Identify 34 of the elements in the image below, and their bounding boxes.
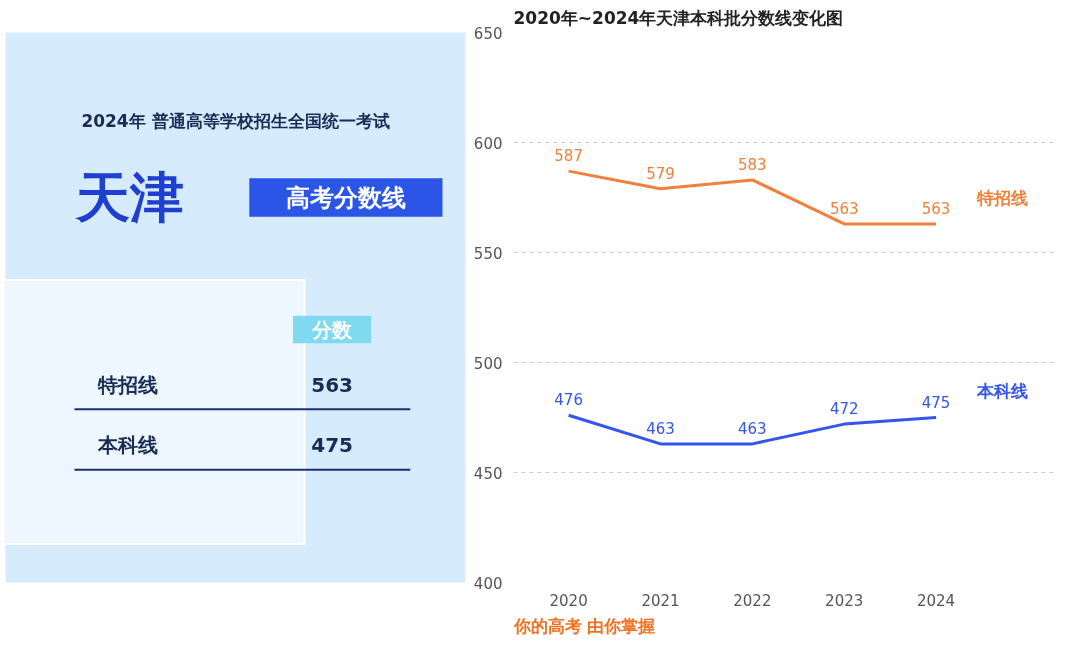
text: 特招线	[976, 187, 1029, 208]
data-label: 563	[829, 199, 859, 218]
x-tick-label: 2020	[549, 591, 588, 610]
data-label: 579	[646, 164, 675, 183]
category-label: 本科线	[96, 433, 158, 457]
y-tick-label: 500	[473, 354, 503, 373]
data-label: 463	[646, 419, 675, 438]
y-tick-label: 550	[473, 244, 503, 263]
text: 你的高考 由你掌握	[512, 615, 656, 636]
y-tick-label: 400	[473, 574, 503, 593]
x-tick-label: 2022	[733, 591, 772, 610]
y-tick-label: 600	[473, 134, 503, 153]
category-label: 特招线	[96, 372, 158, 397]
data-label: 475	[311, 433, 353, 457]
chart-title: 2020年~2024年天津本科批分数线变化图	[513, 7, 844, 28]
text: 2024年 普通高等学校招生全国统一考试	[81, 110, 390, 131]
text: 本科线	[976, 381, 1029, 402]
line-series	[567, 413, 938, 446]
y-tick-label: 650	[473, 24, 503, 43]
data-label: 476	[554, 391, 583, 410]
data-label: 583	[738, 155, 767, 174]
x-tick-label: 2024	[916, 591, 956, 610]
text: 分数	[311, 317, 354, 342]
data-label: 563	[311, 372, 353, 397]
x-tick-label: 2021	[641, 591, 680, 610]
data-label: 463	[738, 419, 767, 438]
data-label: 587	[554, 147, 583, 166]
text: 天津	[73, 166, 184, 229]
text: 高考分数线	[285, 183, 406, 212]
data-label: 472	[829, 400, 859, 419]
data-label: 475	[921, 393, 951, 412]
y-tick-label: 450	[473, 464, 503, 483]
data-label: 563	[921, 199, 951, 218]
x-tick-label: 2023	[825, 591, 864, 610]
